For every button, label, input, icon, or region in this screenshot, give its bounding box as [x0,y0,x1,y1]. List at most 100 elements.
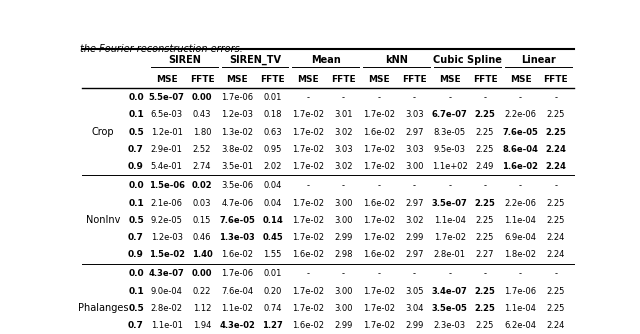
Text: 1.7e-06: 1.7e-06 [221,270,253,279]
Text: 0.0: 0.0 [128,270,144,279]
Text: 2.74: 2.74 [193,162,211,171]
Text: -: - [378,181,380,190]
Text: -: - [378,270,380,279]
Text: 0.5: 0.5 [128,216,144,225]
Text: 1.7e-06: 1.7e-06 [221,93,253,102]
Text: 2.52: 2.52 [193,145,211,154]
Text: -: - [484,93,486,102]
Text: 9.5e-03: 9.5e-03 [434,145,466,154]
Text: 6.7e-07: 6.7e-07 [432,110,468,119]
Text: 0.15: 0.15 [193,216,211,225]
Text: 1.2e-03: 1.2e-03 [150,233,182,242]
Text: -: - [519,270,522,279]
Text: 3.04: 3.04 [405,304,424,313]
Text: MSE: MSE [368,75,390,84]
Text: FFTE: FFTE [332,75,356,84]
Text: 2.97: 2.97 [405,250,424,259]
Text: 2.25: 2.25 [475,198,495,207]
Text: FFTE: FFTE [543,75,568,84]
Text: -: - [378,93,380,102]
Text: 1.6e-02: 1.6e-02 [292,250,324,259]
Text: -: - [554,270,557,279]
Text: 2.24: 2.24 [545,145,566,154]
Text: 1.8e-02: 1.8e-02 [504,250,536,259]
Text: 0.03: 0.03 [193,198,211,207]
Text: 0.63: 0.63 [264,128,282,137]
Text: -: - [448,93,451,102]
Text: NonInv: NonInv [86,215,120,225]
Text: 1.7e-02: 1.7e-02 [292,304,324,313]
Text: 0.9: 0.9 [128,250,144,259]
Text: 1.7e-02: 1.7e-02 [292,233,324,242]
Text: SIREN_TV: SIREN_TV [229,55,281,65]
Text: 2.25: 2.25 [476,321,494,330]
Text: kNN: kNN [385,55,408,65]
Text: 8.6e-04: 8.6e-04 [502,145,538,154]
Text: 3.4e-07: 3.4e-07 [432,287,468,296]
Text: 3.02: 3.02 [334,162,353,171]
Text: 1.7e-02: 1.7e-02 [292,287,324,296]
Text: 3.00: 3.00 [334,287,353,296]
Text: 1.6e-02: 1.6e-02 [502,162,538,171]
Text: 0.1: 0.1 [128,287,144,296]
Text: 1.7e-02: 1.7e-02 [292,128,324,137]
Text: 0.9: 0.9 [128,162,144,171]
Text: 4.3e-07: 4.3e-07 [148,270,184,279]
Text: 6.2e-04: 6.2e-04 [504,321,536,330]
Text: 0.74: 0.74 [264,304,282,313]
Text: 1.7e-02: 1.7e-02 [363,304,395,313]
Text: 0.20: 0.20 [264,287,282,296]
Text: 9.2e-05: 9.2e-05 [150,216,182,225]
Text: Mean: Mean [311,55,340,65]
Text: 2.24: 2.24 [545,162,566,171]
Text: 3.5e-07: 3.5e-07 [432,198,468,207]
Text: 1.7e-02: 1.7e-02 [292,216,324,225]
Text: 2.25: 2.25 [475,287,495,296]
Text: 1.94: 1.94 [193,321,211,330]
Text: 6.9e-04: 6.9e-04 [504,233,536,242]
Text: 2.9e-01: 2.9e-01 [150,145,182,154]
Text: 4.7e-06: 4.7e-06 [221,198,253,207]
Text: 3.02: 3.02 [334,128,353,137]
Text: 2.24: 2.24 [547,233,565,242]
Text: 1.7e-02: 1.7e-02 [363,162,395,171]
Text: 3.02: 3.02 [405,216,424,225]
Text: 1.7e-02: 1.7e-02 [363,216,395,225]
Text: 1.3e-02: 1.3e-02 [221,128,253,137]
Text: 2.97: 2.97 [405,128,424,137]
Text: 2.25: 2.25 [547,287,565,296]
Text: 1.7e-02: 1.7e-02 [292,145,324,154]
Text: 0.18: 0.18 [264,110,282,119]
Text: 1.1e-04: 1.1e-04 [504,216,536,225]
Text: 6.5e-03: 6.5e-03 [150,110,182,119]
Text: 1.7e-06: 1.7e-06 [504,287,536,296]
Text: 7.6e-04: 7.6e-04 [221,287,253,296]
Text: -: - [448,270,451,279]
Text: 1.1e+02: 1.1e+02 [432,162,468,171]
Text: 4.3e-02: 4.3e-02 [220,321,255,330]
Text: 7.6e-05: 7.6e-05 [502,128,538,137]
Text: 1.1e-02: 1.1e-02 [221,304,253,313]
Text: 2.2e-06: 2.2e-06 [504,110,536,119]
Text: 0.0: 0.0 [128,181,144,190]
Text: 2.25: 2.25 [547,216,565,225]
Text: 1.40: 1.40 [191,250,212,259]
Text: 2.25: 2.25 [547,304,565,313]
Text: 1.3e-03: 1.3e-03 [220,233,255,242]
Text: 0.01: 0.01 [264,93,282,102]
Text: 1.80: 1.80 [193,128,211,137]
Text: 1.1e-04: 1.1e-04 [434,216,466,225]
Text: 0.7: 0.7 [128,233,144,242]
Text: -: - [448,181,451,190]
Text: Crop: Crop [92,127,114,137]
Text: 1.6e-02: 1.6e-02 [221,250,253,259]
Text: -: - [307,270,310,279]
Text: 1.6e-02: 1.6e-02 [363,128,395,137]
Text: 0.7: 0.7 [128,321,144,330]
Text: 0.1: 0.1 [128,198,144,207]
Text: 0.04: 0.04 [264,198,282,207]
Text: 1.1e-04: 1.1e-04 [504,304,536,313]
Text: 1.7e-02: 1.7e-02 [363,145,395,154]
Text: 2.8e-01: 2.8e-01 [434,250,466,259]
Text: 0.01: 0.01 [264,270,282,279]
